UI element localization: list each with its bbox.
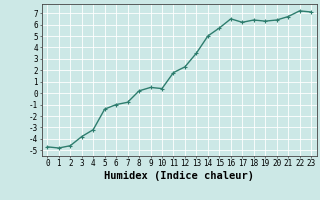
X-axis label: Humidex (Indice chaleur): Humidex (Indice chaleur) [104,171,254,181]
